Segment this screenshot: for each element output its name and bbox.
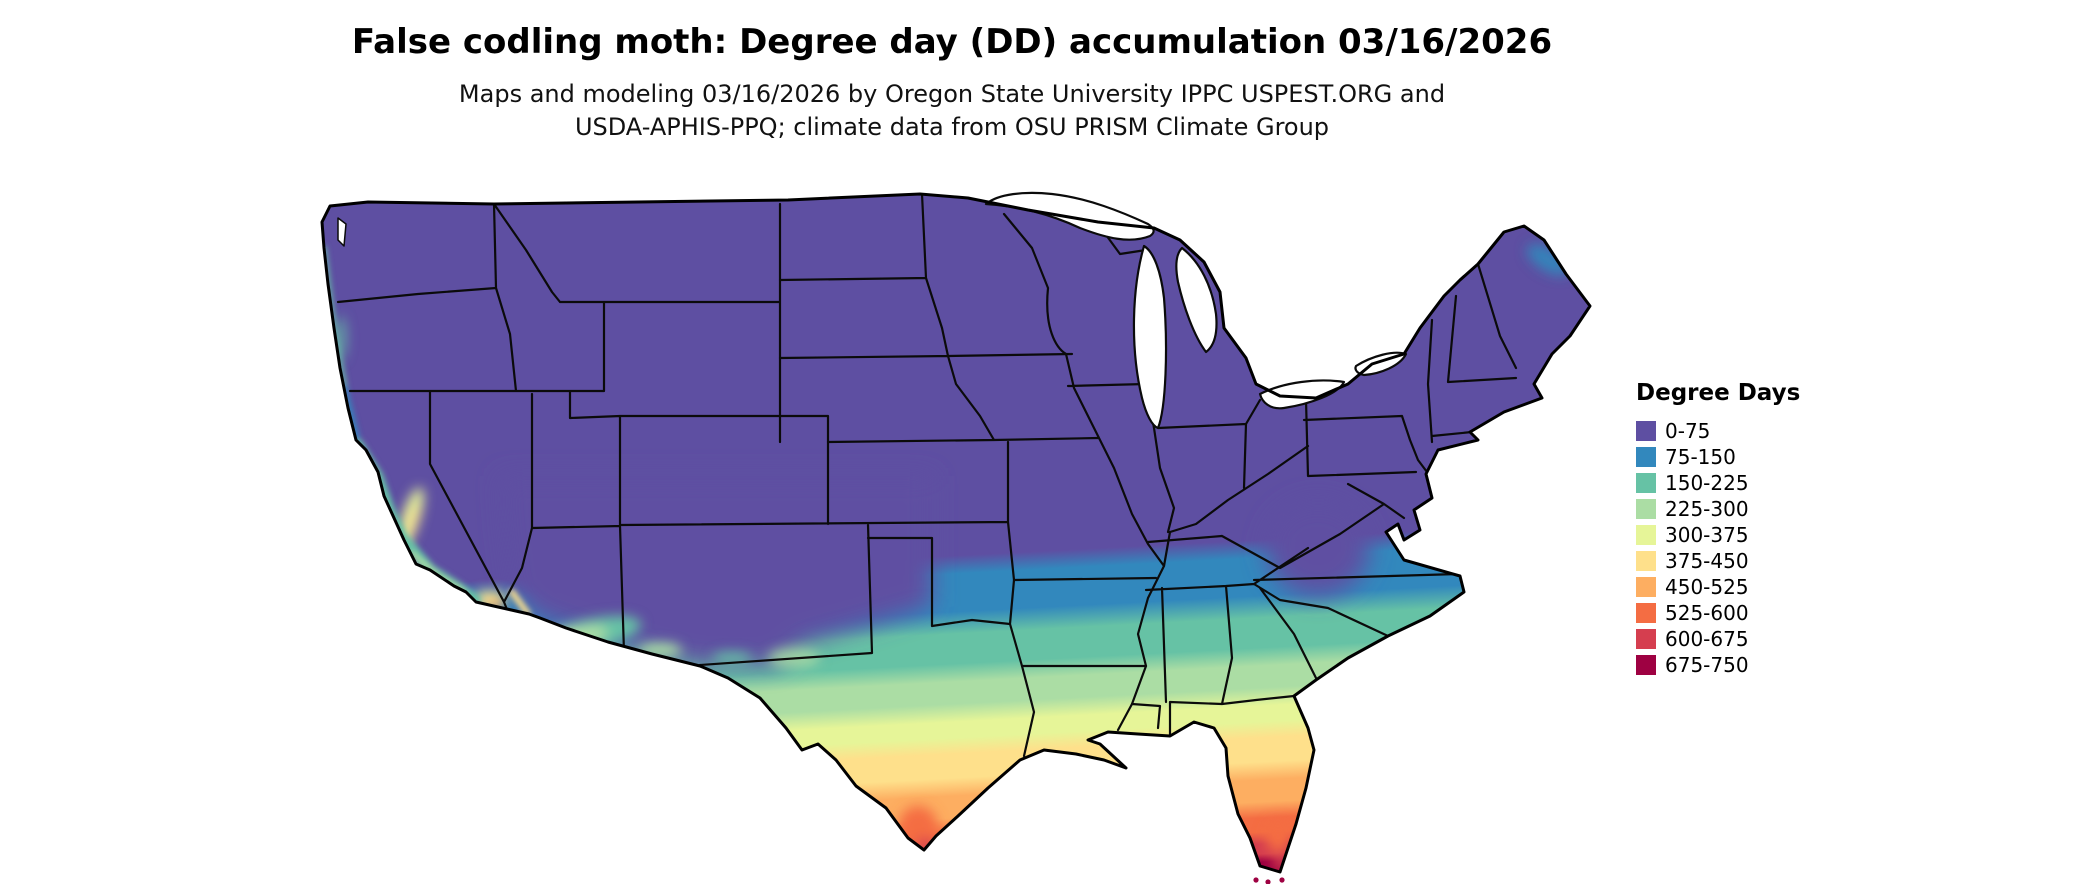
lake-huron [1175,246,1218,354]
legend-label: 0-75 [1665,419,1711,443]
legend-swatch [1636,499,1656,519]
legend-swatch [1636,655,1656,675]
legend-swatch [1636,603,1656,623]
legend-swatch [1636,551,1656,571]
legend-label: 600-675 [1665,627,1749,651]
puget-sound [337,217,347,247]
legend-label: 375-450 [1665,549,1749,573]
legend-label: 525-600 [1665,601,1749,625]
florida-keys [1253,877,1285,885]
subtitle: Maps and modeling 03/16/2026 by Oregon S… [0,78,1904,144]
legend-item: 75-150 [1636,444,1800,470]
us-degree-day-map [320,191,1592,885]
legend-label: 300-375 [1665,523,1749,547]
legend: Degree Days 0-75 75-150 150-225 225-300 … [1636,380,1800,678]
subtitle-line-2: USDA-APHIS-PPQ; climate data from OSU PR… [574,113,1330,141]
legend-swatch [1636,447,1656,467]
legend-swatch [1636,577,1656,597]
legend-item: 600-675 [1636,626,1800,652]
lake-michigan [1132,244,1168,430]
map-container [308,188,1594,885]
legend-item: 300-375 [1636,522,1800,548]
subtitle-line-1: Maps and modeling 03/16/2026 by Oregon S… [458,80,1446,108]
legend-item: 375-450 [1636,548,1800,574]
legend-swatch [1636,525,1656,545]
legend-label: 75-150 [1665,445,1736,469]
state-borders [336,194,1518,758]
legend-item: 0-75 [1636,418,1800,444]
legend-label: 150-225 [1665,471,1749,495]
header: False codling moth: Degree day (DD) accu… [0,22,1904,144]
legend-swatch [1636,473,1656,493]
legend-label: 450-525 [1665,575,1749,599]
page-title: False codling moth: Degree day (DD) accu… [351,22,1553,62]
legend-item: 225-300 [1636,496,1800,522]
legend-label: 225-300 [1665,497,1749,521]
legend-item: 525-600 [1636,600,1800,626]
legend-label: 675-750 [1665,653,1749,677]
us-outline [320,192,1592,874]
legend-swatch [1636,629,1656,649]
legend-item: 450-525 [1636,574,1800,600]
lake-erie [1258,379,1346,410]
legend-item: 150-225 [1636,470,1800,496]
legend-title: Degree Days [1636,380,1801,406]
legend-swatch [1636,421,1656,441]
legend-item: 675-750 [1636,652,1800,678]
